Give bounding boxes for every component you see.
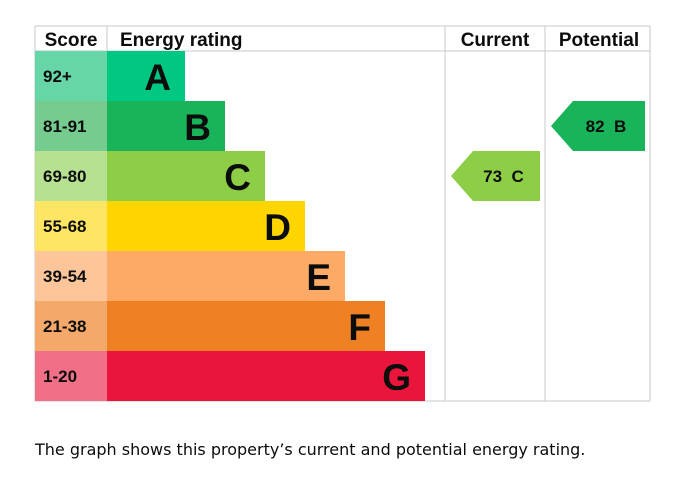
chart-caption: The graph shows this property’s current … <box>35 440 586 459</box>
header-potential: Potential <box>559 30 639 51</box>
score-range-c: 69-80 <box>43 167 86 186</box>
header-score: Score <box>45 30 98 51</box>
score-range-a: 92+ <box>43 67 72 86</box>
score-range-g: 1-20 <box>43 367 77 386</box>
current-rating-arrow <box>451 151 540 201</box>
score-cell-e <box>35 251 107 301</box>
score-cell-d <box>35 201 107 251</box>
score-cell-b <box>35 101 107 151</box>
band-letter-e: E <box>306 257 331 298</box>
band-letter-c: C <box>224 157 251 198</box>
current-rating-label: 73 C <box>483 167 524 186</box>
potential-rating-label: 82 B <box>586 117 627 136</box>
band-letter-d: D <box>264 207 291 248</box>
band-bar-d <box>107 201 305 251</box>
potential-rating-arrow <box>551 101 645 151</box>
band-bar-g <box>107 351 425 401</box>
score-cell-f <box>35 301 107 351</box>
band-letter-g: G <box>382 357 411 398</box>
score-range-b: 81-91 <box>43 117 86 136</box>
band-bar-c <box>107 151 265 201</box>
band-letter-a: A <box>144 57 171 98</box>
score-range-f: 21-38 <box>43 317 86 336</box>
header-energy-rating: Energy rating <box>120 30 242 51</box>
score-cell-c <box>35 151 107 201</box>
score-range-d: 55-68 <box>43 217 86 236</box>
header-current: Current <box>461 30 530 51</box>
rating-markers: 73 C 82 B <box>451 101 645 201</box>
band-bar-e <box>107 251 345 301</box>
score-range-e: 39-54 <box>43 267 87 286</box>
epc-chart: Score Energy rating Current Potential 92… <box>34 25 651 402</box>
rating-bands: 92+ A 81-91 B 69-80 C 55-68 D 39-54 E 21-38 F 1-20 G <box>35 51 425 401</box>
band-bar-a <box>107 51 185 101</box>
band-bar-f <box>107 301 385 351</box>
band-letter-f: F <box>348 307 371 348</box>
band-bar-b <box>107 101 225 151</box>
band-letter-b: B <box>184 107 211 148</box>
score-cell-g <box>35 351 107 401</box>
score-cell-a <box>35 51 107 101</box>
